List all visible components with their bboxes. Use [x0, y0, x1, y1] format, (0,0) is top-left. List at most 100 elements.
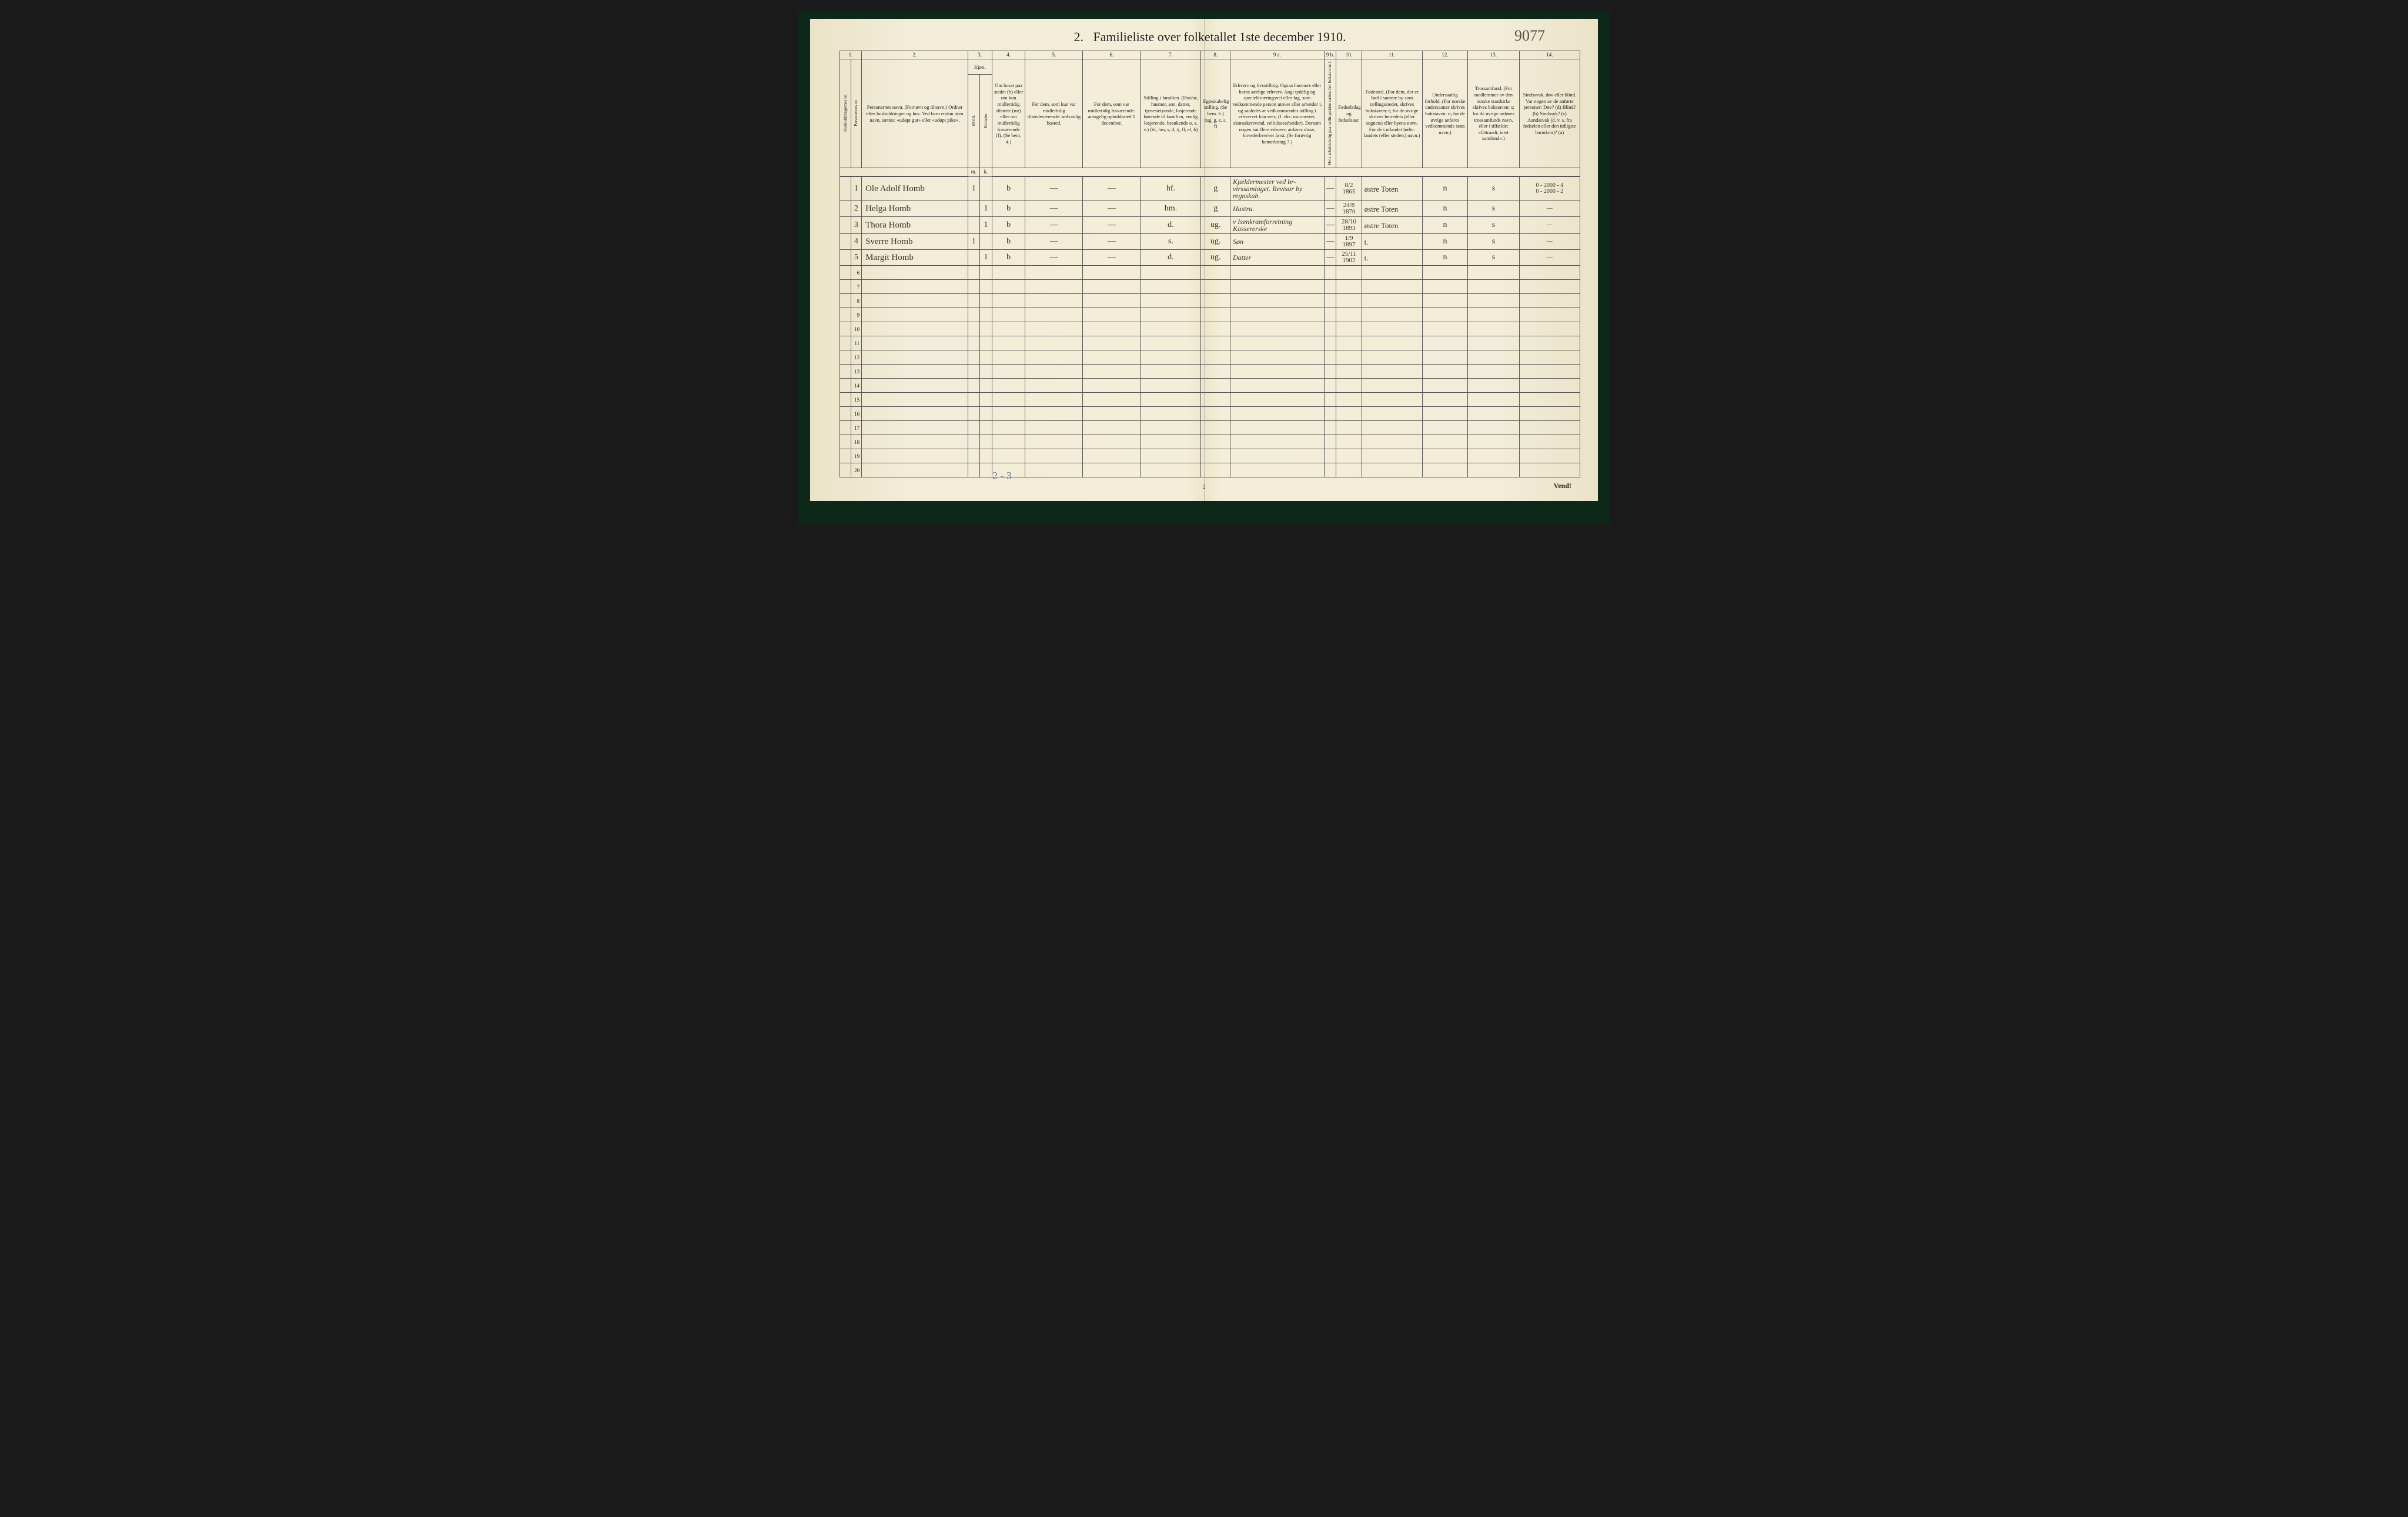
empty-cell	[1362, 463, 1422, 477]
empty-cell	[1141, 322, 1201, 336]
female-cell: 1	[980, 250, 992, 266]
empty-cell	[1025, 336, 1083, 350]
empty-cell	[1025, 266, 1083, 280]
present-cell: —	[1025, 176, 1083, 201]
empty-cell	[862, 463, 968, 477]
header-disability: Sindssvak, døv eller blind. Var nogen av…	[1519, 59, 1580, 168]
person-num-cell: 7	[851, 280, 862, 294]
header-absent: For dem, som var midlertidig fraværende:…	[1083, 59, 1141, 168]
table-row-empty: 18	[840, 435, 1580, 449]
empty-cell	[1083, 407, 1141, 421]
relation-cell: d.	[1141, 217, 1201, 234]
page-title: Familieliste over folketallet 1ste decem…	[1093, 29, 1346, 44]
unemployed-cell: —	[1324, 201, 1336, 217]
empty-cell	[1336, 266, 1362, 280]
empty-cell	[992, 322, 1025, 336]
empty-cell	[1468, 322, 1520, 336]
religion-cell: s	[1468, 176, 1520, 201]
table-row-empty: 14	[840, 379, 1580, 393]
religion-cell: s	[1468, 234, 1520, 250]
hh-num-cell	[840, 435, 851, 449]
person-num-cell: 13	[851, 365, 862, 379]
empty-cell	[968, 407, 980, 421]
name-cell: Ole Adolf Homb	[862, 176, 968, 201]
hh-num-cell	[840, 176, 851, 201]
empty-cell	[1230, 308, 1324, 322]
empty-cell	[1519, 280, 1580, 294]
empty-cell	[1230, 350, 1324, 365]
person-num-cell: 4	[851, 234, 862, 250]
empty-cell	[1336, 350, 1362, 365]
empty-cell	[1201, 449, 1230, 463]
empty-cell	[1422, 266, 1467, 280]
header-hh-num: Husholdningernes nr.	[840, 59, 851, 168]
table-row: 3Thora Homb1b——d.ug.v Isenkramforretning…	[840, 217, 1580, 234]
header-unemployed: Hvis arbeidsledig paa tællingstiden sætt…	[1324, 59, 1336, 168]
catalog-number: 9077	[1514, 27, 1545, 45]
colnum: 4.	[992, 51, 1025, 59]
empty-cell	[1201, 365, 1230, 379]
empty-cell	[992, 336, 1025, 350]
unemployed-cell: —	[1324, 176, 1336, 201]
disability-cell: —	[1519, 234, 1580, 250]
person-num-cell: 1	[851, 176, 862, 201]
empty-cell	[980, 435, 992, 449]
empty-cell	[1324, 308, 1336, 322]
empty-cell	[1422, 393, 1467, 407]
table-row-empty: 20	[840, 463, 1580, 477]
empty-cell	[1141, 407, 1201, 421]
table-row: 5Margit Homb1b——d.ug.Datter—25/11 1902t.…	[840, 250, 1580, 266]
census-page: 2. Familieliste over folketallet 1ste de…	[810, 19, 1598, 501]
empty-cell	[1468, 308, 1520, 322]
hh-num-cell	[840, 308, 851, 322]
empty-cell	[1083, 294, 1141, 308]
empty-cell	[1324, 463, 1336, 477]
birthdate-cell: 1/9 1897	[1336, 234, 1362, 250]
male-cell	[968, 201, 980, 217]
empty-cell	[1083, 421, 1141, 435]
empty-cell	[1324, 322, 1336, 336]
table-row: 1Ole Adolf Homb1b——hf.gKjældermester ved…	[840, 176, 1580, 201]
empty-cell	[1141, 463, 1201, 477]
empty-cell	[1422, 350, 1467, 365]
empty-cell	[1336, 365, 1362, 379]
residence-cell: b	[992, 250, 1025, 266]
present-cell: —	[1025, 217, 1083, 234]
empty-cell	[1519, 294, 1580, 308]
absent-cell: —	[1083, 234, 1141, 250]
header-name: Personernes navn. (Fornavn og tilnavn.) …	[862, 59, 968, 168]
person-num-cell: 8	[851, 294, 862, 308]
empty-cell	[862, 266, 968, 280]
empty-cell	[1422, 280, 1467, 294]
table-row-empty: 8	[840, 294, 1580, 308]
nationality-cell: n	[1422, 217, 1467, 234]
empty-cell	[1201, 308, 1230, 322]
empty-cell	[862, 350, 968, 365]
empty-cell	[1362, 449, 1422, 463]
colnum: 9 b.	[1324, 51, 1336, 59]
relation-cell: d.	[1141, 250, 1201, 266]
header-religion: Trossamfund. (For medlemmer av den norsk…	[1468, 59, 1520, 168]
empty-cell	[1422, 379, 1467, 393]
empty-cell	[1336, 336, 1362, 350]
empty-cell	[1141, 280, 1201, 294]
empty-cell	[1324, 435, 1336, 449]
empty-cell	[1083, 266, 1141, 280]
empty-cell	[980, 280, 992, 294]
empty-cell	[862, 435, 968, 449]
empty-cell	[1362, 365, 1422, 379]
hh-num-cell	[840, 393, 851, 407]
empty-cell	[968, 379, 980, 393]
hh-num-cell	[840, 201, 851, 217]
person-num-cell: 5	[851, 250, 862, 266]
empty-cell	[862, 365, 968, 379]
empty-cell	[1201, 322, 1230, 336]
male-cell: 1	[968, 176, 980, 201]
empty-cell	[1362, 266, 1422, 280]
header-row: Husholdningernes nr. Personernes nr. Per…	[840, 59, 1580, 75]
empty-cell	[992, 407, 1025, 421]
empty-cell	[1083, 463, 1141, 477]
empty-cell	[968, 463, 980, 477]
empty-cell	[1468, 379, 1520, 393]
census-table: 1. 2. 3. 4. 5. 6. 7. 8. 9 a. 9 b. 10. 11…	[840, 51, 1580, 477]
